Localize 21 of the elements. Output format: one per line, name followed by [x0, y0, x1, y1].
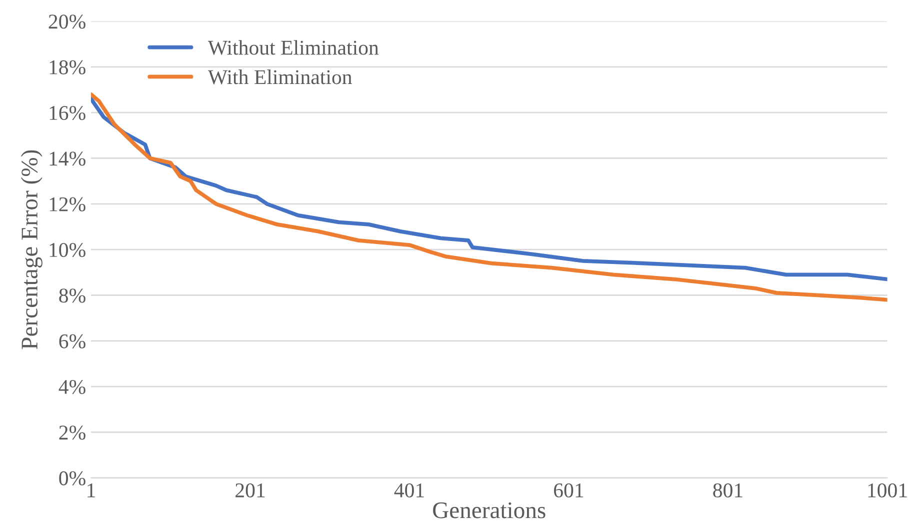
y-tick-label: 18% — [50, 60, 86, 74]
y-tick-label: 0% — [59, 471, 86, 486]
legend-label: With Elimination — [208, 70, 352, 84]
x-tick-label: 201 — [236, 483, 265, 498]
y-tick-label: 14% — [50, 152, 86, 166]
y-tick-label: 8% — [59, 288, 86, 303]
y-axis-title: Percentage Error (%) — [20, 150, 42, 350]
legend-label: Without Elimination — [208, 40, 379, 55]
x-axis-title: Generations — [433, 502, 546, 518]
y-tick-label: 20% — [48, 14, 86, 29]
x-tick-label: 401 — [394, 483, 424, 498]
x-tick-label: 1001 — [868, 483, 907, 498]
x-tick-label: 601 — [554, 483, 584, 498]
y-tick-label: 12% — [50, 197, 86, 212]
y-tick-label: 6% — [59, 334, 86, 348]
y-tick-label: 10% — [50, 242, 86, 258]
y-tick-label: 4% — [58, 380, 86, 394]
x-tick-label: 801 — [713, 483, 742, 498]
y-tick-label: 2% — [59, 426, 86, 440]
y-tick-label: 16% — [50, 106, 86, 120]
x-tick-label: 1 — [88, 483, 95, 498]
